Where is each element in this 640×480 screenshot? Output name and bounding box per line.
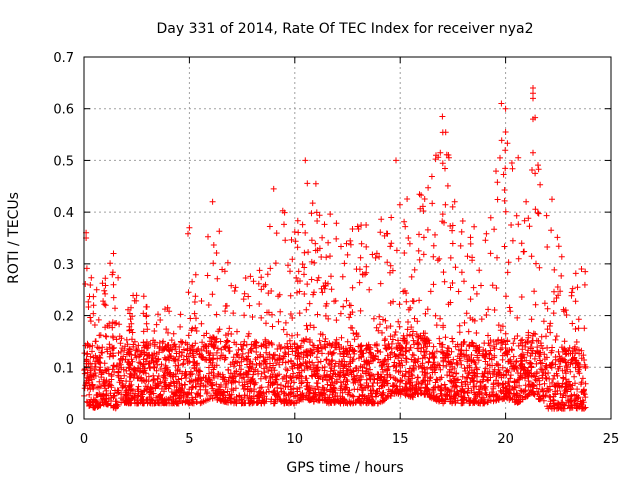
data-points	[81, 85, 589, 412]
x-tick-labels: 0 5 10 15 20 25	[80, 432, 619, 447]
x-tick-label: 25	[603, 432, 620, 447]
x-tick-label: 20	[497, 432, 514, 447]
y-tick-labels: 0 0.1 0.2 0.3 0.4 0.5 0.6 0.7	[53, 51, 74, 428]
y-tick-label: 0	[66, 413, 74, 428]
axis-ticks	[83, 56, 612, 420]
scatter-point-marks	[81, 85, 589, 412]
y-tick-label: 0.7	[53, 51, 74, 66]
plot-frame	[83, 56, 612, 420]
y-tick-label: 0.3	[53, 258, 74, 273]
y-tick-label: 0.5	[53, 154, 74, 169]
x-tick-label: 5	[185, 432, 193, 447]
y-tick-label: 0.1	[53, 361, 74, 376]
y-axis-label: ROTI / TECUs	[6, 192, 22, 284]
y-tick-label: 0.4	[53, 206, 74, 221]
chart-title: Day 331 of 2014, Rate Of TEC Index for r…	[156, 21, 533, 37]
x-axis-label: GPS time / hours	[286, 460, 403, 476]
x-tick-label: 10	[287, 432, 304, 447]
y-tick-label: 0.6	[53, 103, 74, 118]
x-tick-label: 0	[80, 432, 88, 447]
y-tick-label: 0.2	[53, 310, 74, 325]
x-tick-label: 15	[392, 432, 409, 447]
